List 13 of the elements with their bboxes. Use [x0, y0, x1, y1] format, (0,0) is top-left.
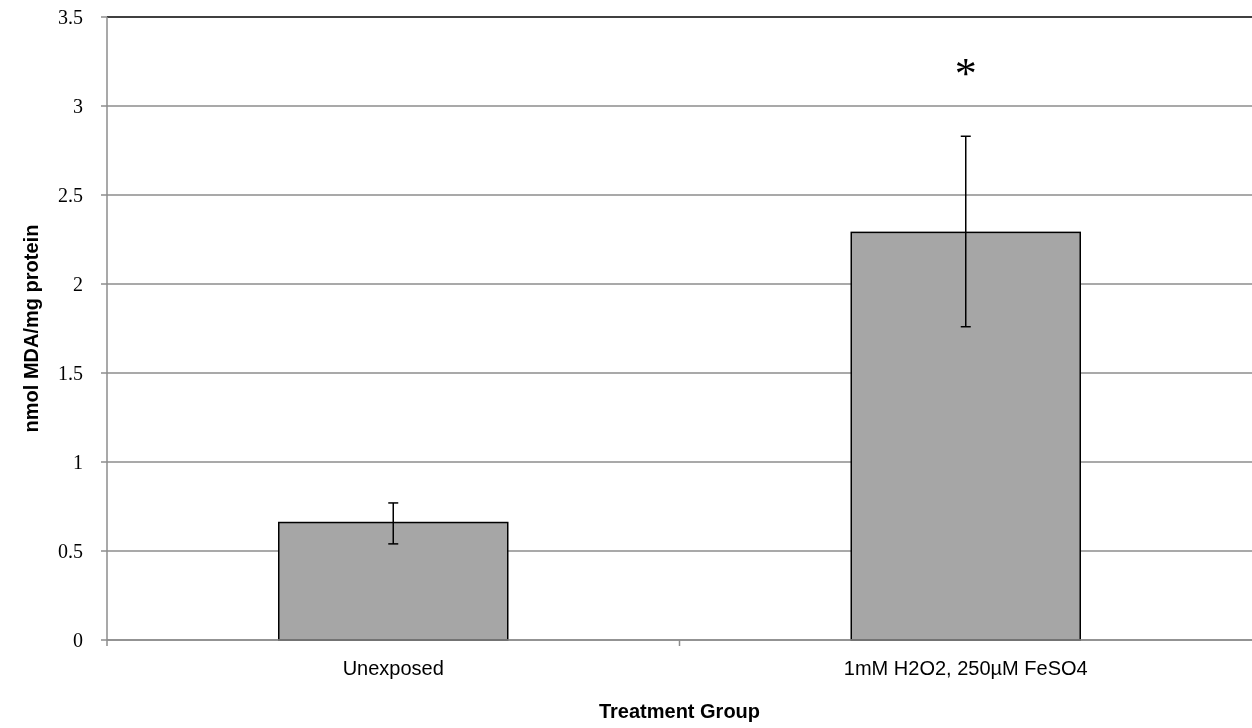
y-tick-label: 0.5	[58, 540, 83, 562]
y-tick-label: 2	[73, 273, 83, 295]
y-tick-label: 1	[73, 451, 83, 473]
y-tick-label: 0	[73, 629, 83, 651]
x-tick-label: Unexposed	[342, 657, 444, 679]
y-tick-label: 1.5	[58, 362, 83, 384]
x-axis-title: Treatment Group	[598, 700, 761, 722]
y-tick-label: 2.5	[58, 184, 83, 206]
annotation: *	[954, 49, 977, 99]
x-tick-label: 1mM H2O2, 250µM FeSO4	[843, 657, 1088, 679]
y-axis-title: nmol MDA/mg protein	[20, 224, 42, 433]
y-tick-label: 3.5	[58, 6, 83, 28]
y-tick-label: 3	[73, 95, 83, 117]
